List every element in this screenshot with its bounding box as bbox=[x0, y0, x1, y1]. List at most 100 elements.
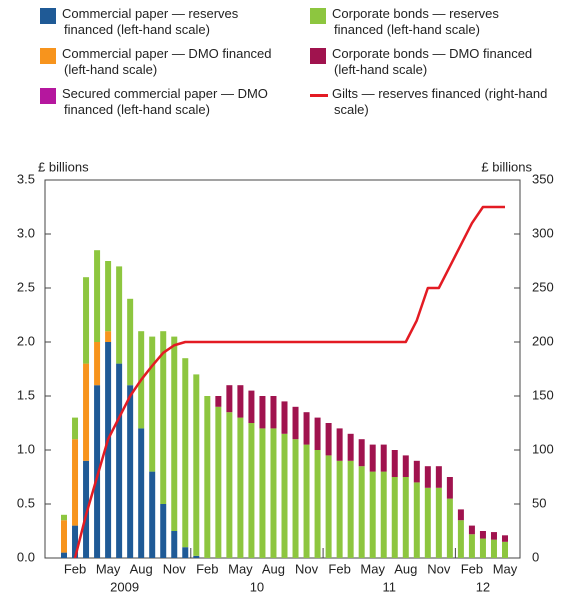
bar-segment bbox=[303, 412, 310, 445]
bar-segment bbox=[325, 455, 332, 558]
bar-segment bbox=[171, 336, 178, 531]
bar-segment bbox=[193, 555, 200, 558]
bar-segment bbox=[292, 439, 299, 558]
bar-segment bbox=[435, 487, 442, 558]
y-tick-label: 2.0 bbox=[17, 333, 35, 348]
bar-segment bbox=[270, 396, 277, 429]
y-tick-label: 3.0 bbox=[17, 225, 35, 240]
bar-segment bbox=[259, 428, 266, 558]
legend-swatch bbox=[40, 88, 56, 104]
y-tick-label: 0.0 bbox=[17, 549, 35, 564]
bar-segment bbox=[182, 358, 189, 548]
bar-segment bbox=[215, 396, 222, 407]
legend-label: Commercial paper — DMO financed (left-ha… bbox=[62, 46, 272, 77]
x-tick-label: May bbox=[228, 561, 253, 576]
y-axis-title: £ billions bbox=[38, 159, 89, 174]
year-label: 11 bbox=[382, 579, 396, 594]
bar-segment bbox=[457, 509, 464, 521]
bar-segment bbox=[336, 460, 343, 558]
bar-segment bbox=[270, 428, 277, 558]
bar-segment bbox=[127, 298, 134, 386]
legend-label: Gilts — reserves financed (right-hand sc… bbox=[332, 86, 548, 117]
bar-segment bbox=[336, 428, 343, 461]
bar-segment bbox=[61, 520, 67, 553]
year-label: 10 bbox=[250, 579, 264, 594]
bar-segment bbox=[83, 363, 90, 461]
bar-segment bbox=[502, 541, 508, 558]
bar-segment bbox=[292, 406, 299, 440]
legend-swatch bbox=[310, 8, 326, 24]
y-tick-label: 2.5 bbox=[17, 279, 35, 294]
legend-entry: Commercial paper — DMO financed (left-ha… bbox=[40, 46, 279, 78]
bar-segment bbox=[72, 417, 79, 440]
bar-segment bbox=[72, 525, 79, 558]
legend-swatch bbox=[310, 94, 328, 97]
bar-segment bbox=[281, 433, 288, 558]
y-tick-label: 0.5 bbox=[17, 495, 35, 510]
x-tick-label: Aug bbox=[262, 561, 285, 576]
legend-entry: Commercial paper — reserves financed (le… bbox=[40, 6, 279, 38]
y-tick-label: 1.5 bbox=[17, 387, 35, 402]
bar-segment bbox=[160, 504, 167, 558]
bar-segment bbox=[391, 450, 398, 477]
bar-segment bbox=[369, 444, 376, 472]
bar-segment bbox=[160, 331, 167, 504]
y-tick-label: 1.0 bbox=[17, 441, 35, 456]
y2-tick-label: 150 bbox=[532, 387, 554, 402]
bar-segment bbox=[303, 444, 310, 558]
legend-label: Secured commercial paper — DMO financed … bbox=[62, 86, 268, 117]
bar-segment bbox=[468, 534, 475, 558]
bar-segment bbox=[138, 428, 145, 558]
bar-segment bbox=[248, 423, 255, 558]
legend-entry: Corporate bonds — reserves financed (lef… bbox=[310, 6, 549, 38]
bar-segment bbox=[391, 477, 398, 558]
legend-swatch bbox=[40, 8, 56, 24]
bar-segment bbox=[490, 539, 497, 558]
bar-segment bbox=[105, 261, 112, 332]
bar-segment bbox=[358, 466, 365, 558]
bar-segment bbox=[94, 342, 101, 386]
bar-segment bbox=[72, 439, 79, 526]
bar-segment bbox=[502, 535, 508, 542]
bar-segment bbox=[83, 277, 90, 364]
x-tick-label: Nov bbox=[295, 561, 319, 576]
bar-segment bbox=[149, 471, 156, 558]
bar-segment bbox=[479, 531, 486, 539]
bar-segment bbox=[490, 532, 497, 540]
bar-segment bbox=[215, 406, 222, 558]
bar-segment bbox=[248, 390, 255, 423]
legend-entry: Corporate bonds — DMO financed (left-han… bbox=[310, 46, 549, 78]
x-tick-label: Aug bbox=[394, 561, 417, 576]
bar-segment bbox=[116, 363, 123, 558]
legend-label: Commercial paper — reserves financed (le… bbox=[62, 6, 239, 37]
bar-segment bbox=[61, 514, 67, 521]
y2-tick-label: 0 bbox=[532, 549, 539, 564]
y2-axis-title: £ billions bbox=[481, 159, 532, 174]
bar-segment bbox=[424, 466, 431, 488]
legend-label: Corporate bonds — DMO financed (left-han… bbox=[332, 46, 533, 77]
bar-segment bbox=[226, 412, 233, 558]
bar-segment bbox=[171, 531, 178, 558]
x-tick-label: Feb bbox=[196, 561, 218, 576]
y2-tick-label: 350 bbox=[532, 171, 554, 186]
x-tick-label: Nov bbox=[163, 561, 187, 576]
x-tick-label: May bbox=[96, 561, 121, 576]
bar-segment bbox=[413, 460, 420, 483]
y2-tick-label: 200 bbox=[532, 333, 554, 348]
legend-entry: Secured commercial paper — DMO financed … bbox=[40, 86, 279, 118]
bar-segment bbox=[226, 385, 233, 413]
y2-tick-label: 250 bbox=[532, 279, 554, 294]
bar-segment bbox=[380, 471, 387, 558]
bar-segment bbox=[468, 525, 475, 535]
bar-segment bbox=[446, 498, 453, 558]
bar-segment bbox=[479, 538, 486, 558]
y2-tick-label: 100 bbox=[532, 441, 554, 456]
year-label: 2009 bbox=[110, 579, 139, 594]
legend-swatch bbox=[310, 48, 326, 64]
bar-segment bbox=[237, 385, 244, 418]
bar-segment bbox=[347, 433, 354, 461]
bar-segment bbox=[413, 482, 420, 558]
bar-segment bbox=[83, 460, 90, 558]
